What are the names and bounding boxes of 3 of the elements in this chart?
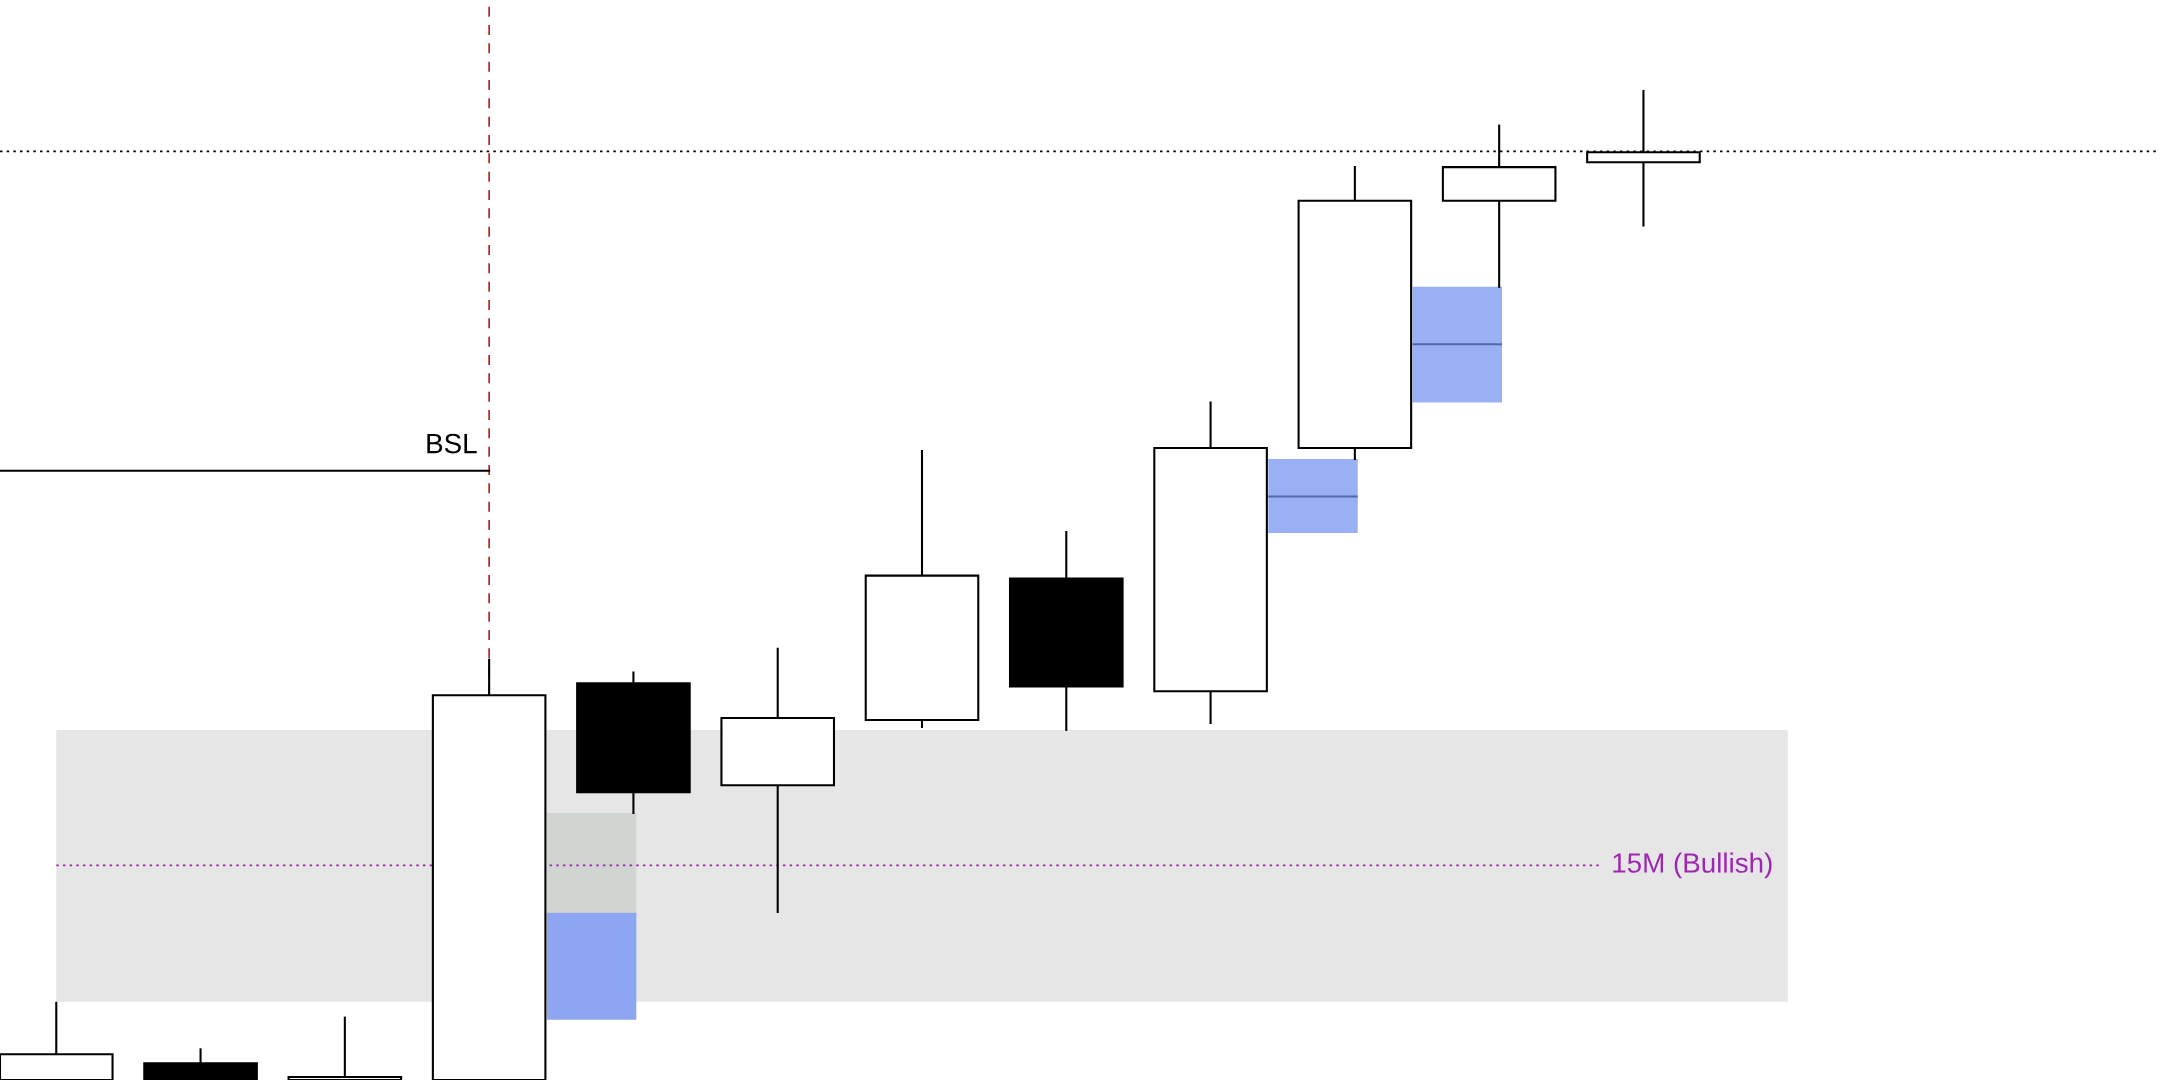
ref-line-label: 15M (Bullish) bbox=[1613, 852, 1772, 879]
ref-line-label: BSL bbox=[427, 433, 477, 454]
candlestick bbox=[287, 1016, 403, 1080]
